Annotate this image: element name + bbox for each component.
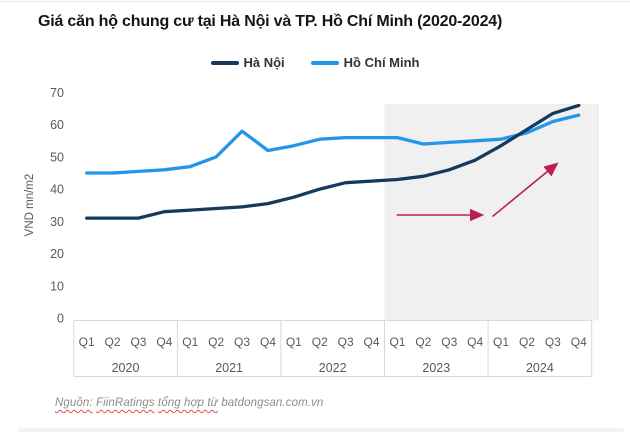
- quarter-tick-label: Q1: [182, 335, 198, 349]
- quarter-tick-label: Q2: [415, 335, 431, 349]
- source-middle: tổng hợp từ: [157, 397, 219, 409]
- quarter-tick-label: Q3: [338, 335, 354, 349]
- quarter-tick-label: Q3: [130, 335, 146, 349]
- quarter-tick-label: Q3: [441, 335, 457, 349]
- quarter-tick-label: Q4: [467, 335, 483, 349]
- year-tick-label: 2020: [112, 361, 140, 375]
- legend-item-hanoi: Hà Nội: [210, 55, 285, 70]
- rising-trend-arrow: [491, 162, 559, 218]
- source-site: batdongsan.com.vn: [221, 397, 324, 409]
- quarter-tick-label: Q2: [312, 335, 328, 349]
- quarter-tick-label: Q3: [545, 335, 561, 349]
- highlight-region-2023-2024: [384, 104, 599, 321]
- year-tick-label: 2022: [319, 361, 347, 375]
- y-tick-label: 50: [50, 150, 64, 164]
- chart-legend: Hà Nội Hồ Chí Minh: [0, 55, 630, 70]
- quarter-tick-label: Q2: [519, 335, 535, 349]
- y-tick-label: 60: [50, 118, 64, 132]
- quarter-tick-label: Q1: [286, 335, 302, 349]
- quarter-tick-label: Q1: [389, 335, 405, 349]
- legend-item-hcm: Hồ Chí Minh: [310, 55, 420, 70]
- quarter-tick-label: Q2: [105, 335, 121, 349]
- hcm-line-swatch: [310, 60, 339, 65]
- legend-label-hcm: Hồ Chí Minh: [343, 55, 420, 70]
- series-line-hcm: [85, 113, 581, 175]
- y-tick-label: 20: [50, 247, 64, 261]
- y-tick-label: 10: [50, 279, 64, 293]
- hanoi-line-swatch: [210, 60, 239, 65]
- quarter-tick-label: Q3: [234, 335, 250, 349]
- year-tick-label: 2021: [215, 361, 243, 375]
- series-line-hanoi: [85, 103, 581, 220]
- legend-label-hanoi: Hà Nội: [243, 55, 285, 70]
- y-tick-label: 0: [57, 312, 64, 326]
- quarter-tick-label: Q4: [156, 335, 172, 349]
- year-tick-label: 2024: [526, 361, 554, 375]
- next-section-edge: [18, 428, 624, 432]
- quarter-tick-label: Q4: [364, 335, 380, 349]
- source-org: FiinRatings: [95, 397, 155, 409]
- chart-title: Giá căn hộ chung cư tại Hà Nội và TP. Hồ…: [38, 13, 503, 30]
- quarter-tick-label: Q1: [493, 335, 509, 349]
- y-tick-label: 40: [50, 183, 64, 197]
- quarter-tick-label: Q4: [260, 335, 276, 349]
- quarter-tick-label: Q2: [208, 335, 224, 349]
- year-tick-label: 2023: [422, 361, 450, 375]
- source-note: Nguồn: FiinRatings tổng hợp từ batdongsa…: [55, 397, 323, 409]
- y-axis-title: VND mn/m2: [24, 174, 36, 237]
- quarter-tick-label: Q1: [79, 335, 95, 349]
- y-tick-label: 30: [50, 215, 64, 229]
- quarter-tick-label: Q4: [571, 335, 587, 349]
- top-divider: [0, 1, 630, 2]
- y-tick-label: 70: [50, 86, 64, 100]
- source-prefix: Nguồn:: [55, 397, 93, 409]
